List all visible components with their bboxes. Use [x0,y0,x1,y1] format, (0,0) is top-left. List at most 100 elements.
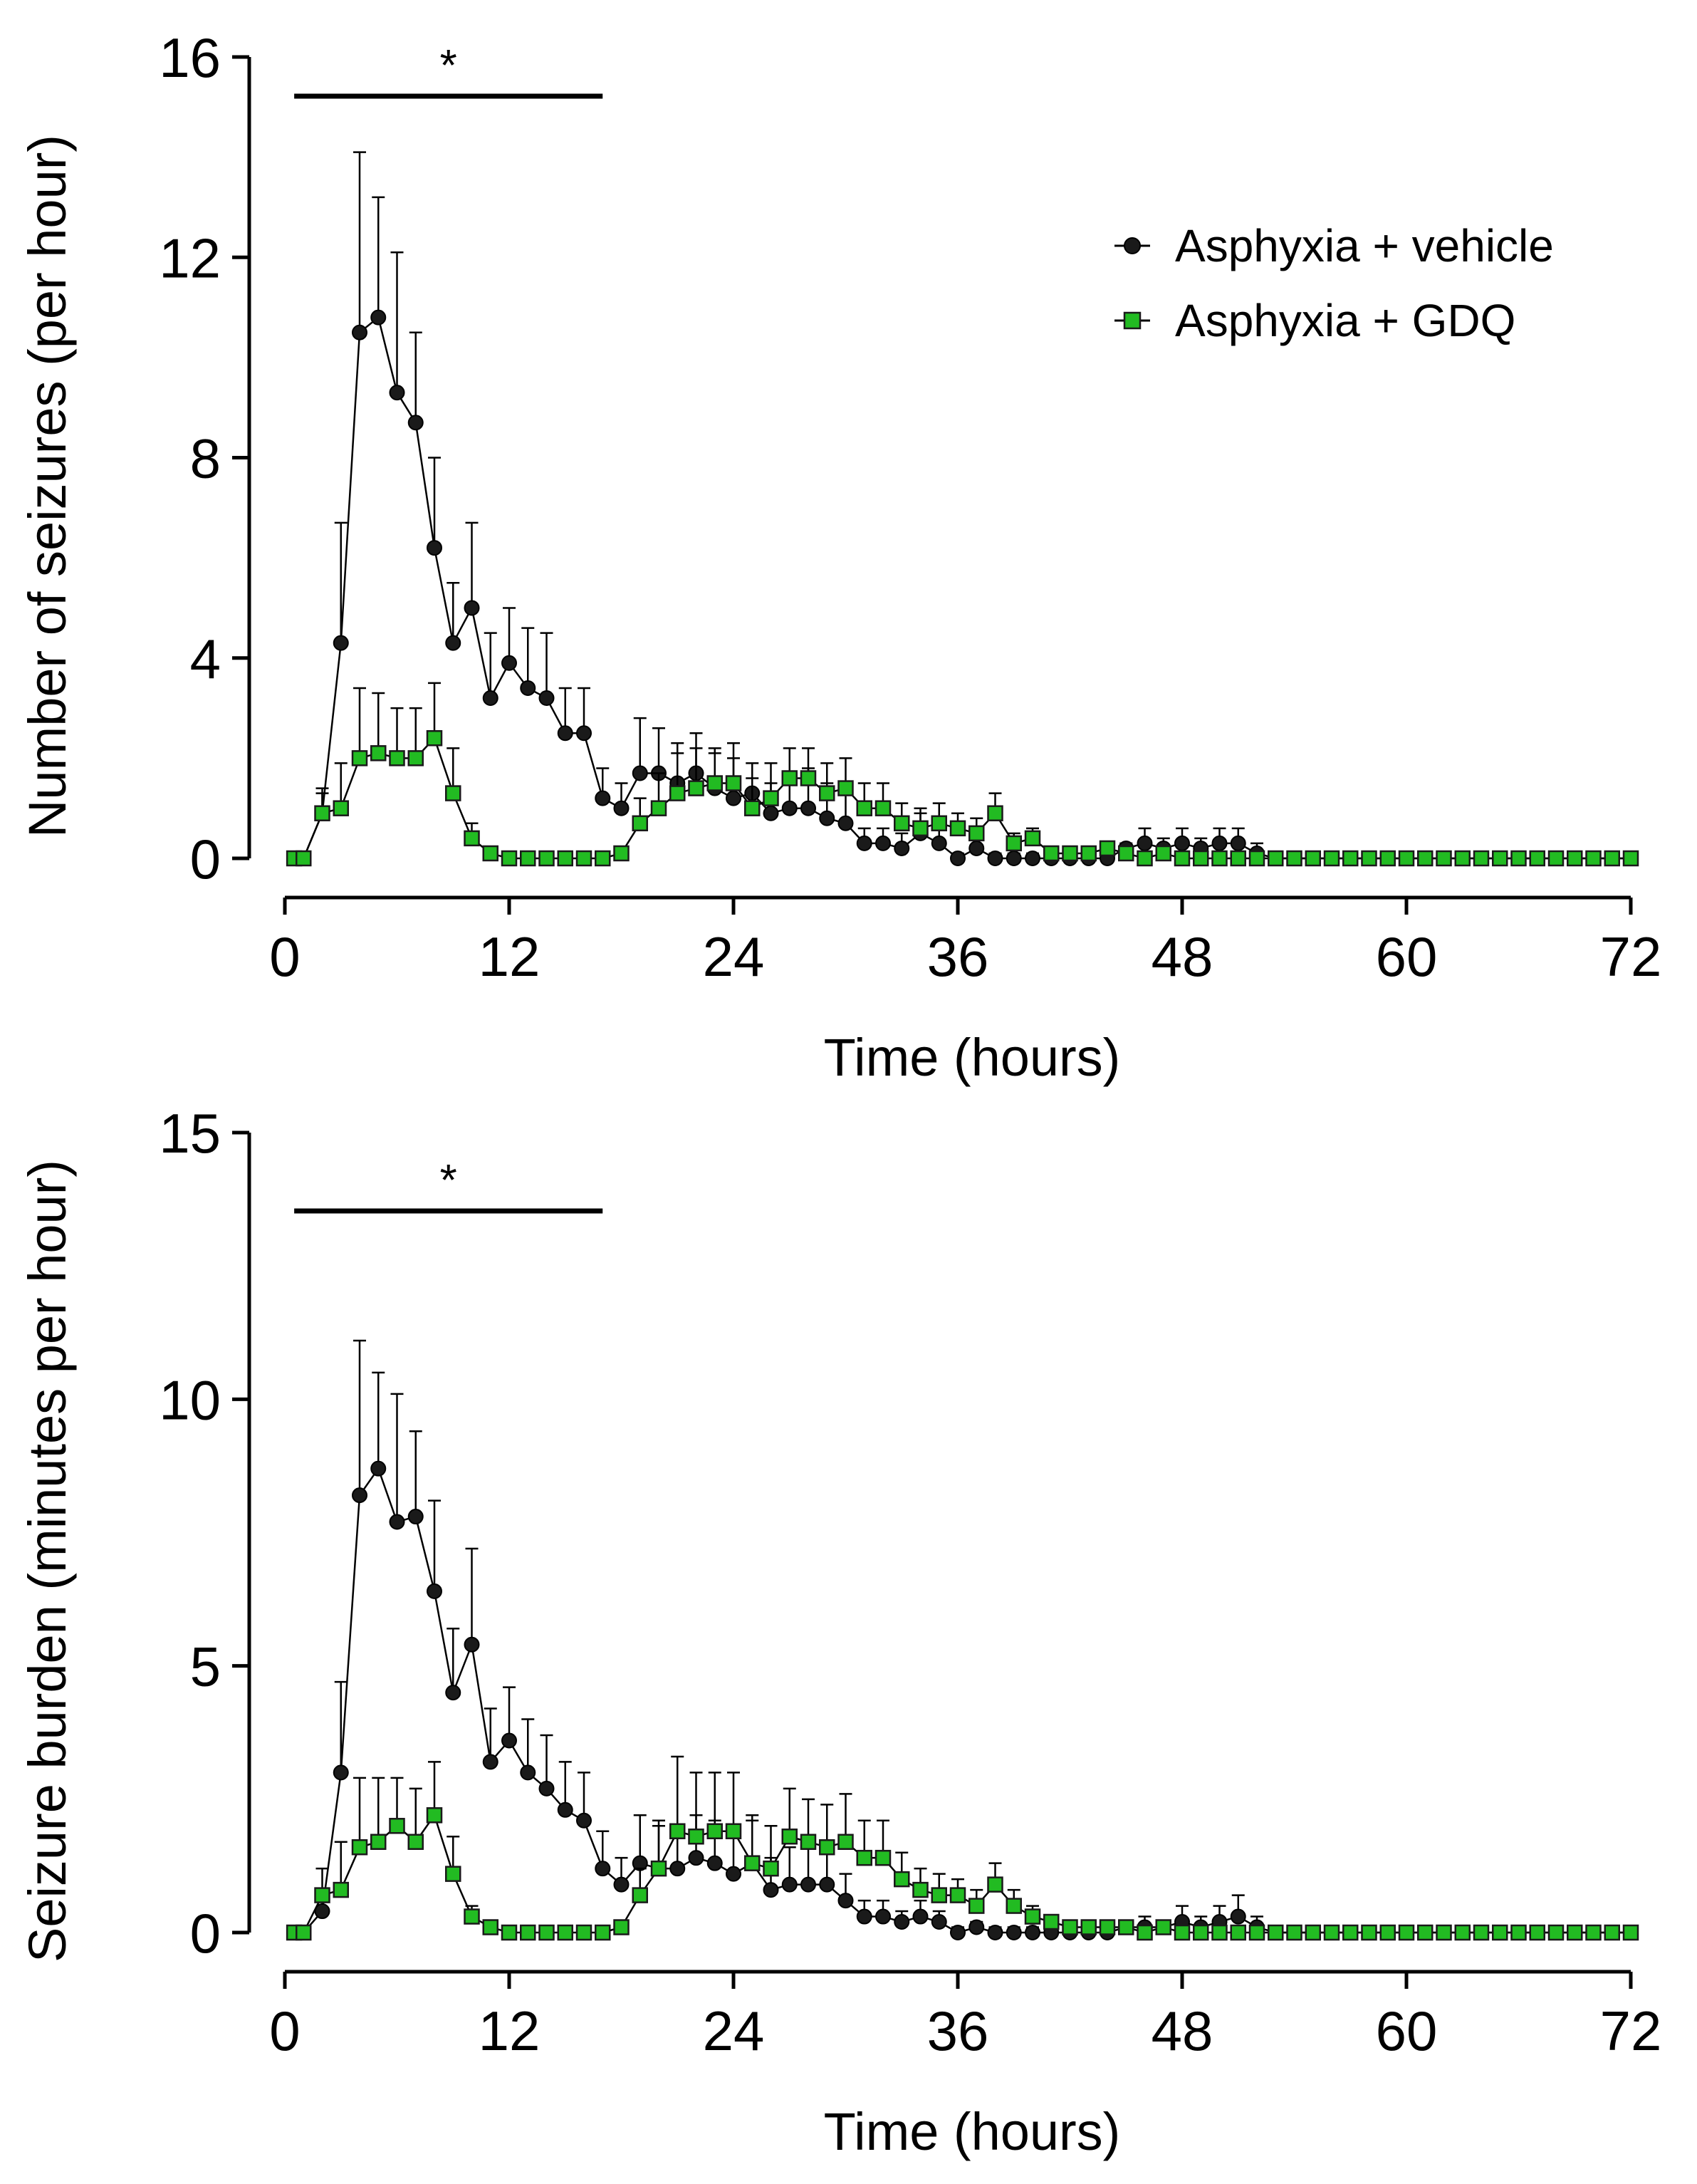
data-point [445,635,461,651]
data-point [613,1919,630,1935]
data-point [912,820,929,837]
data-point [613,845,630,862]
data-point [912,1908,929,1925]
data-point [1062,845,1078,862]
data-point [538,690,555,706]
data-point [538,1924,555,1941]
x-tick-label: 12 [479,2000,541,2062]
x-tick-label: 24 [703,925,765,988]
data-point [669,1823,686,1840]
data-point [557,1924,573,1941]
data-point [482,1919,498,1935]
data-point [632,1887,648,1903]
data-point [389,1514,405,1530]
data-point [370,1834,387,1850]
data-point [1622,850,1639,867]
data-point [987,851,1003,866]
data-point [464,600,480,616]
data-point [669,785,686,801]
legend-label: Asphyxia + vehicle [1175,220,1554,271]
data-point [1286,850,1302,867]
x-axis-label: Time (hours) [824,2102,1121,2161]
data-point [1137,1924,1153,1941]
data-point [613,1876,630,1893]
data-point [856,1908,872,1925]
x-tick-label: 36 [927,925,989,988]
data-point [1137,850,1153,867]
data-point [520,680,536,696]
data-point [1473,1924,1490,1941]
data-point [894,1914,910,1930]
data-point [931,1914,947,1930]
data-point [949,1887,966,1903]
data-point [482,690,498,706]
data-point [968,825,985,842]
data-point [800,770,817,786]
y-tick-label: 0 [190,828,221,890]
data-point [950,1925,966,1940]
data-point [389,1818,405,1834]
series-gdq [286,1755,1639,1941]
data-point [763,1882,779,1898]
data-point [1622,1924,1639,1941]
data-point [706,1855,723,1871]
data-point [819,1839,835,1856]
data-point [445,1866,461,1882]
data-point [333,635,349,651]
data-point [781,1876,798,1893]
data-point [781,800,798,816]
data-point [576,1812,592,1829]
data-point [1024,1908,1041,1925]
data-point [1305,1924,1321,1941]
data-point [894,840,910,856]
data-point [1211,1924,1228,1941]
y-tick-label: 4 [190,628,221,690]
data-point [819,785,835,801]
y-tick-label: 15 [159,1102,221,1165]
data-point [1529,1924,1545,1941]
data-point [875,1908,891,1925]
data-point [912,1881,929,1898]
data-point [1379,1924,1396,1941]
data-point [575,1924,592,1941]
data-point [407,415,424,431]
data-point [501,1924,518,1941]
data-point [1492,850,1508,867]
data-point [1361,1924,1377,1941]
y-axis-label: Seizure burden (minutes per hour) [18,1160,77,1962]
data-point [1006,851,1022,866]
x-tick-label: 12 [479,925,541,988]
data-point [950,851,966,866]
data-point [837,1834,854,1850]
data-point [1398,1924,1415,1941]
data-point [1268,1924,1284,1941]
series-gdq [286,682,1639,867]
data-point [1473,850,1490,867]
legend-marker [1124,237,1141,254]
data-point [595,850,611,867]
data-point [763,1860,779,1877]
data-point [520,1924,536,1941]
data-point [781,770,798,786]
data-point [1323,1924,1340,1941]
data-point [1118,845,1134,862]
data-point [688,1828,704,1845]
data-point [482,1754,498,1770]
x-tick-label: 0 [269,2000,300,2062]
data-point [931,835,947,851]
data-point [1099,1919,1116,1935]
data-point [706,775,723,791]
data-point [1230,835,1246,851]
data-point [352,1487,367,1504]
data-point [538,1780,555,1796]
data-point [968,1898,985,1914]
data-point [1024,830,1041,847]
data-point [1417,850,1434,867]
y-tick-label: 8 [190,427,221,490]
data-point [894,1871,910,1888]
significance-asterisk: * [440,41,457,90]
data-point [725,775,742,791]
data-point [426,1807,443,1824]
